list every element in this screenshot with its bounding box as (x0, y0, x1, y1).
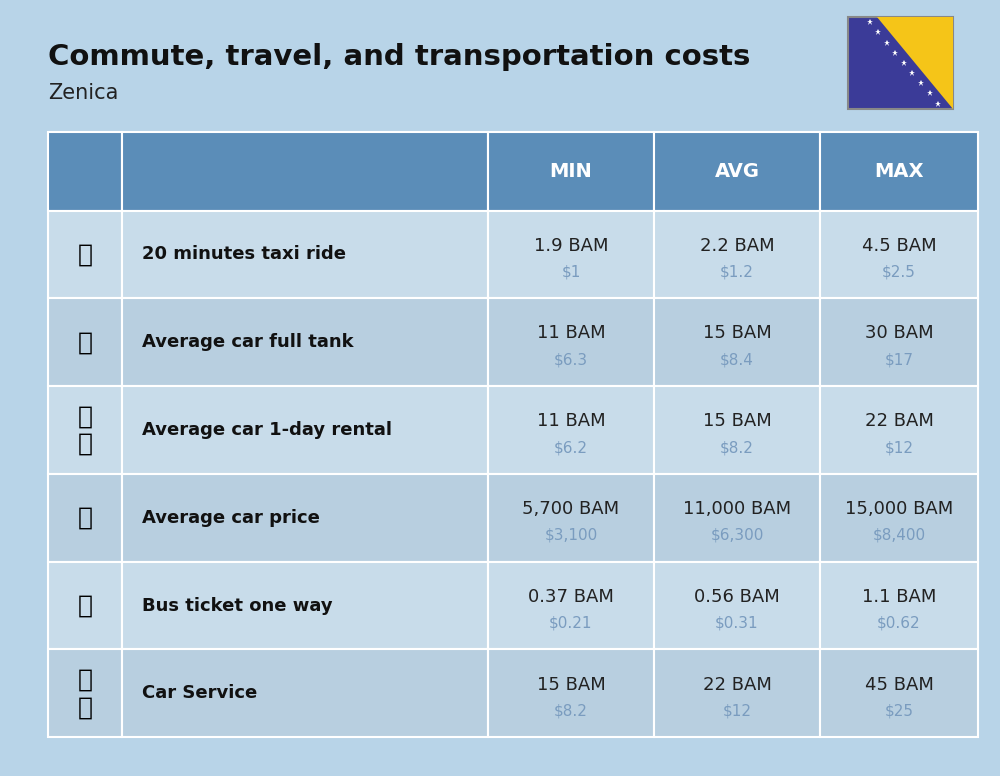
Bar (654, 210, 820, 299)
Text: 0.56 BAM: 0.56 BAM (694, 587, 780, 606)
Bar (820, 562, 978, 650)
Text: 5,700 BAM: 5,700 BAM (522, 500, 620, 518)
Bar (122, 562, 488, 650)
Bar (122, 650, 488, 737)
Bar (488, 562, 654, 650)
Text: Average car full tank: Average car full tank (142, 333, 354, 352)
Bar (48, 132, 122, 210)
Text: 🚕: 🚕 (77, 242, 92, 266)
Text: Zenica: Zenica (48, 83, 118, 103)
Bar (820, 386, 978, 474)
Text: 2.2 BAM: 2.2 BAM (700, 237, 774, 255)
Text: 0.37 BAM: 0.37 BAM (528, 587, 614, 606)
Text: $6.3: $6.3 (554, 352, 588, 367)
Bar (820, 132, 978, 210)
Text: AVG: AVG (714, 161, 760, 181)
Bar (488, 299, 654, 386)
Bar (48, 562, 122, 650)
Text: 20 minutes taxi ride: 20 minutes taxi ride (142, 245, 346, 264)
Text: $2.5: $2.5 (882, 265, 916, 279)
Text: Average car price: Average car price (142, 509, 320, 527)
Bar (654, 650, 820, 737)
Text: $1: $1 (561, 265, 581, 279)
Bar (488, 210, 654, 299)
Text: $12: $12 (722, 703, 752, 719)
Text: 22 BAM: 22 BAM (865, 412, 933, 430)
Text: 15 BAM: 15 BAM (537, 676, 605, 694)
Bar (820, 210, 978, 299)
Text: 11 BAM: 11 BAM (537, 412, 605, 430)
Text: $8.2: $8.2 (554, 703, 588, 719)
Text: 🚌: 🚌 (77, 594, 92, 618)
Text: $6,300: $6,300 (710, 528, 764, 543)
Text: $8.2: $8.2 (720, 440, 754, 455)
Bar (820, 299, 978, 386)
Text: Car Service: Car Service (142, 684, 257, 702)
Bar (654, 132, 820, 210)
Bar (488, 650, 654, 737)
Text: $8.4: $8.4 (720, 352, 754, 367)
Text: 🚗: 🚗 (77, 506, 92, 530)
Text: 22 BAM: 22 BAM (703, 676, 771, 694)
Text: MAX: MAX (874, 161, 924, 181)
Text: $12: $12 (885, 440, 914, 455)
Polygon shape (877, 17, 953, 109)
Text: 11 BAM: 11 BAM (537, 324, 605, 342)
Bar (654, 562, 820, 650)
Bar (820, 650, 978, 737)
Bar (488, 386, 654, 474)
Bar (488, 474, 654, 562)
Bar (48, 474, 122, 562)
Text: 15 BAM: 15 BAM (703, 324, 771, 342)
Text: MIN: MIN (550, 161, 592, 181)
Bar (122, 474, 488, 562)
Bar (48, 386, 122, 474)
Text: $8,400: $8,400 (872, 528, 926, 543)
Bar (122, 132, 488, 210)
Text: Average car 1-day rental: Average car 1-day rental (142, 421, 392, 439)
Text: $0.62: $0.62 (877, 615, 921, 631)
Bar (48, 650, 122, 737)
Text: $3,100: $3,100 (544, 528, 598, 543)
Text: Bus ticket one way: Bus ticket one way (142, 597, 333, 615)
Text: $17: $17 (885, 352, 914, 367)
Bar (488, 132, 654, 210)
Text: $6.2: $6.2 (554, 440, 588, 455)
Bar (48, 210, 122, 299)
Text: 15 BAM: 15 BAM (703, 412, 771, 430)
Bar (820, 474, 978, 562)
Text: 1.1 BAM: 1.1 BAM (862, 587, 936, 606)
Bar (122, 210, 488, 299)
Bar (654, 299, 820, 386)
Bar (122, 386, 488, 474)
Text: 4.5 BAM: 4.5 BAM (862, 237, 936, 255)
Text: 🔧
🚗: 🔧 🚗 (77, 667, 92, 719)
Text: $1.2: $1.2 (720, 265, 754, 279)
Text: $25: $25 (885, 703, 914, 719)
Bar (48, 299, 122, 386)
Text: 1.9 BAM: 1.9 BAM (534, 237, 608, 255)
Text: ⛽: ⛽ (77, 331, 92, 355)
Text: 45 BAM: 45 BAM (865, 676, 933, 694)
Bar (122, 299, 488, 386)
Text: Commute, travel, and transportation costs: Commute, travel, and transportation cost… (48, 43, 750, 71)
Bar (654, 386, 820, 474)
Text: 30 BAM: 30 BAM (865, 324, 933, 342)
Text: $0.31: $0.31 (715, 615, 759, 631)
Text: 11,000 BAM: 11,000 BAM (683, 500, 791, 518)
Text: 15,000 BAM: 15,000 BAM (845, 500, 953, 518)
Text: $0.21: $0.21 (549, 615, 593, 631)
Text: 🔑
🚙: 🔑 🚙 (77, 404, 92, 456)
Bar (654, 474, 820, 562)
